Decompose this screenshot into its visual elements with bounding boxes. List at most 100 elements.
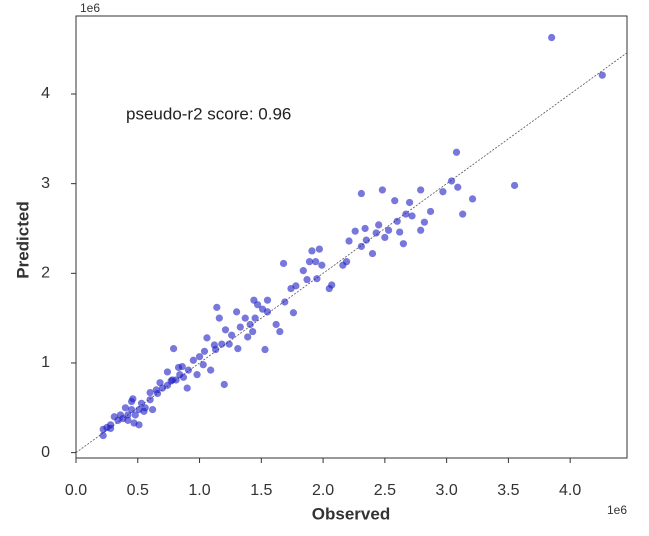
point <box>228 331 236 339</box>
y-tick-label: 4 <box>41 85 50 102</box>
point <box>289 309 298 317</box>
point <box>408 212 416 220</box>
point <box>417 186 425 194</box>
point <box>357 242 365 251</box>
point <box>233 308 241 316</box>
y-tick-label: 0 <box>41 444 50 461</box>
point <box>121 404 130 412</box>
x-tick-label: 0.5 <box>127 482 149 499</box>
point <box>110 413 118 421</box>
point <box>372 229 380 237</box>
y-axis-label: Predicted <box>13 201 32 278</box>
point <box>163 381 172 389</box>
point <box>189 356 197 364</box>
point <box>396 228 404 236</box>
point <box>402 210 410 218</box>
point <box>124 416 132 424</box>
plot-frame <box>75 15 628 459</box>
point <box>200 347 209 355</box>
point <box>510 181 519 190</box>
point <box>393 217 401 225</box>
point <box>299 267 307 275</box>
point <box>153 389 162 398</box>
point <box>146 396 154 404</box>
point <box>199 361 207 369</box>
point <box>215 314 223 322</box>
x-tick-label: 1.5 <box>250 482 272 499</box>
point <box>251 314 259 322</box>
point <box>124 411 132 419</box>
point <box>399 240 407 248</box>
point <box>236 323 244 331</box>
point <box>207 366 215 374</box>
point <box>312 258 320 266</box>
point <box>357 189 365 198</box>
point <box>381 233 389 242</box>
point <box>178 362 186 371</box>
point <box>212 345 220 354</box>
x-tick-label: 4.0 <box>559 482 581 499</box>
point <box>405 198 414 207</box>
point <box>156 379 164 387</box>
point <box>454 183 462 191</box>
x-tick-label: 3.5 <box>497 482 519 499</box>
y-tick-label: 1 <box>41 354 50 371</box>
point <box>168 376 176 384</box>
x-offset-text: 1e6 <box>607 503 627 517</box>
point <box>281 298 289 306</box>
point <box>129 395 137 403</box>
point <box>468 195 477 203</box>
point <box>361 224 369 233</box>
point <box>426 207 435 216</box>
point <box>258 305 267 313</box>
point <box>303 275 311 284</box>
point <box>391 197 399 205</box>
y-tick-label: 3 <box>41 175 50 192</box>
point <box>378 186 386 194</box>
point <box>176 371 184 379</box>
point <box>195 353 204 361</box>
point <box>169 345 178 353</box>
point <box>276 327 284 336</box>
point <box>459 210 467 218</box>
point <box>598 71 606 79</box>
point <box>184 366 193 374</box>
x-tick-label: 1.0 <box>188 482 210 499</box>
point <box>225 340 233 348</box>
x-tick-label: 2.0 <box>312 482 334 499</box>
point <box>135 421 143 429</box>
annotation: pseudo-r2 score: 0.96 <box>126 104 291 123</box>
y-offset-text: 1e6 <box>80 1 100 15</box>
point <box>146 388 154 397</box>
point <box>417 226 425 234</box>
point <box>131 411 139 419</box>
point <box>279 259 288 268</box>
point <box>345 237 353 245</box>
point <box>127 405 136 414</box>
point <box>148 405 157 414</box>
point <box>246 320 254 329</box>
point <box>305 258 314 266</box>
point <box>447 177 456 185</box>
point <box>137 399 146 407</box>
point <box>193 371 201 379</box>
point <box>452 148 461 156</box>
point <box>318 261 326 269</box>
point <box>218 340 226 348</box>
point <box>362 236 370 244</box>
point <box>368 249 377 258</box>
point <box>287 284 295 293</box>
point <box>339 261 347 269</box>
point <box>99 431 107 440</box>
point <box>308 247 316 255</box>
point <box>548 33 556 42</box>
point <box>250 296 258 304</box>
point <box>99 425 107 433</box>
point <box>220 380 228 389</box>
point <box>325 284 333 293</box>
point <box>439 188 447 196</box>
point <box>163 368 172 376</box>
point <box>241 314 249 322</box>
x-axis-label: Observed <box>312 504 390 523</box>
